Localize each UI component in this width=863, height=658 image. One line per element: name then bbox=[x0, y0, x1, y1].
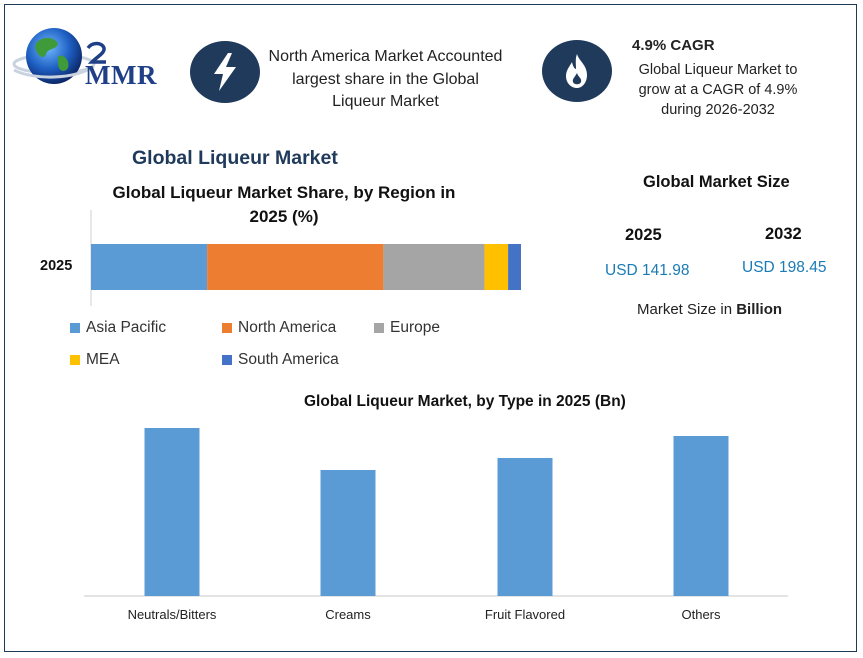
legend-label: Europe bbox=[390, 319, 440, 336]
globe-icon bbox=[12, 28, 106, 84]
logo-text: MMR bbox=[85, 60, 157, 90]
bar-others bbox=[673, 436, 729, 596]
highlight-cagr-text: Global Liqueur Market to grow at a CAGR … bbox=[638, 62, 798, 118]
x-tick-label: Fruit Flavored bbox=[484, 607, 566, 622]
mmr-logo: MMR bbox=[12, 26, 172, 92]
flame-icon bbox=[566, 54, 587, 88]
region-chart-title: Global Liqueur Market Share, by Region i… bbox=[112, 183, 456, 226]
market-size-year-2032: 2032 bbox=[765, 225, 802, 243]
bar-creams bbox=[320, 470, 376, 596]
legend-label: MEA bbox=[86, 351, 120, 368]
bar-segment-south-america bbox=[508, 244, 521, 290]
legend-item-north-america: North America bbox=[222, 319, 336, 337]
market-size-value-2025: USD 141.98 bbox=[605, 262, 690, 279]
legend-item-europe: Europe bbox=[374, 319, 440, 337]
unit-note-bold: Billion bbox=[736, 301, 783, 318]
legend-item-asia-pacific: Asia Pacific bbox=[70, 319, 166, 337]
bar-segment-asia-pacific bbox=[91, 244, 208, 290]
type-chart-title: Global Liqueur Market, by Type in 2025 (… bbox=[304, 393, 626, 410]
page-title: Global Liqueur Market bbox=[132, 147, 338, 169]
bar-segment-mea bbox=[484, 244, 509, 290]
market-size-title: Global Market Size bbox=[643, 173, 790, 191]
x-tick-label: Others bbox=[681, 607, 721, 622]
legend-swatch bbox=[374, 323, 384, 333]
lightning-bolt-icon bbox=[214, 53, 236, 91]
highlight-badge-cagr bbox=[542, 40, 612, 102]
bar-fruit-flavored bbox=[497, 458, 553, 596]
legend-label: Asia Pacific bbox=[86, 319, 167, 336]
legend-label: North America bbox=[238, 319, 337, 336]
legend-item-mea: MEA bbox=[70, 351, 120, 369]
bar-neutrals-bitters bbox=[144, 428, 200, 596]
highlight-cagr-title: 4.9% CAGR bbox=[632, 37, 715, 54]
legend-label: South America bbox=[238, 351, 339, 368]
market-size-unit-note: Market Size in Billion bbox=[637, 301, 782, 318]
market-size-value-2032: USD 198.45 bbox=[742, 259, 827, 276]
region-chart-category-label: 2025 bbox=[40, 258, 73, 274]
highlight-badge-north-america bbox=[190, 41, 260, 103]
x-tick-label: Neutrals/Bitters bbox=[127, 607, 217, 622]
highlight-north-america-text: North America Market Accounted largest s… bbox=[268, 48, 503, 110]
unit-note-prefix: Market Size in bbox=[637, 301, 737, 318]
legend-swatch bbox=[222, 323, 232, 333]
infographic-frame bbox=[4, 4, 857, 652]
legend-swatch bbox=[70, 355, 80, 365]
bar-segment-europe bbox=[383, 244, 485, 290]
bar-segment-north-america bbox=[207, 244, 384, 290]
legend-swatch bbox=[222, 355, 232, 365]
x-tick-label: Creams bbox=[325, 607, 371, 622]
legend-item-south-america: South America bbox=[222, 351, 339, 369]
market-size-year-2025: 2025 bbox=[625, 226, 662, 244]
legend-swatch bbox=[70, 323, 80, 333]
